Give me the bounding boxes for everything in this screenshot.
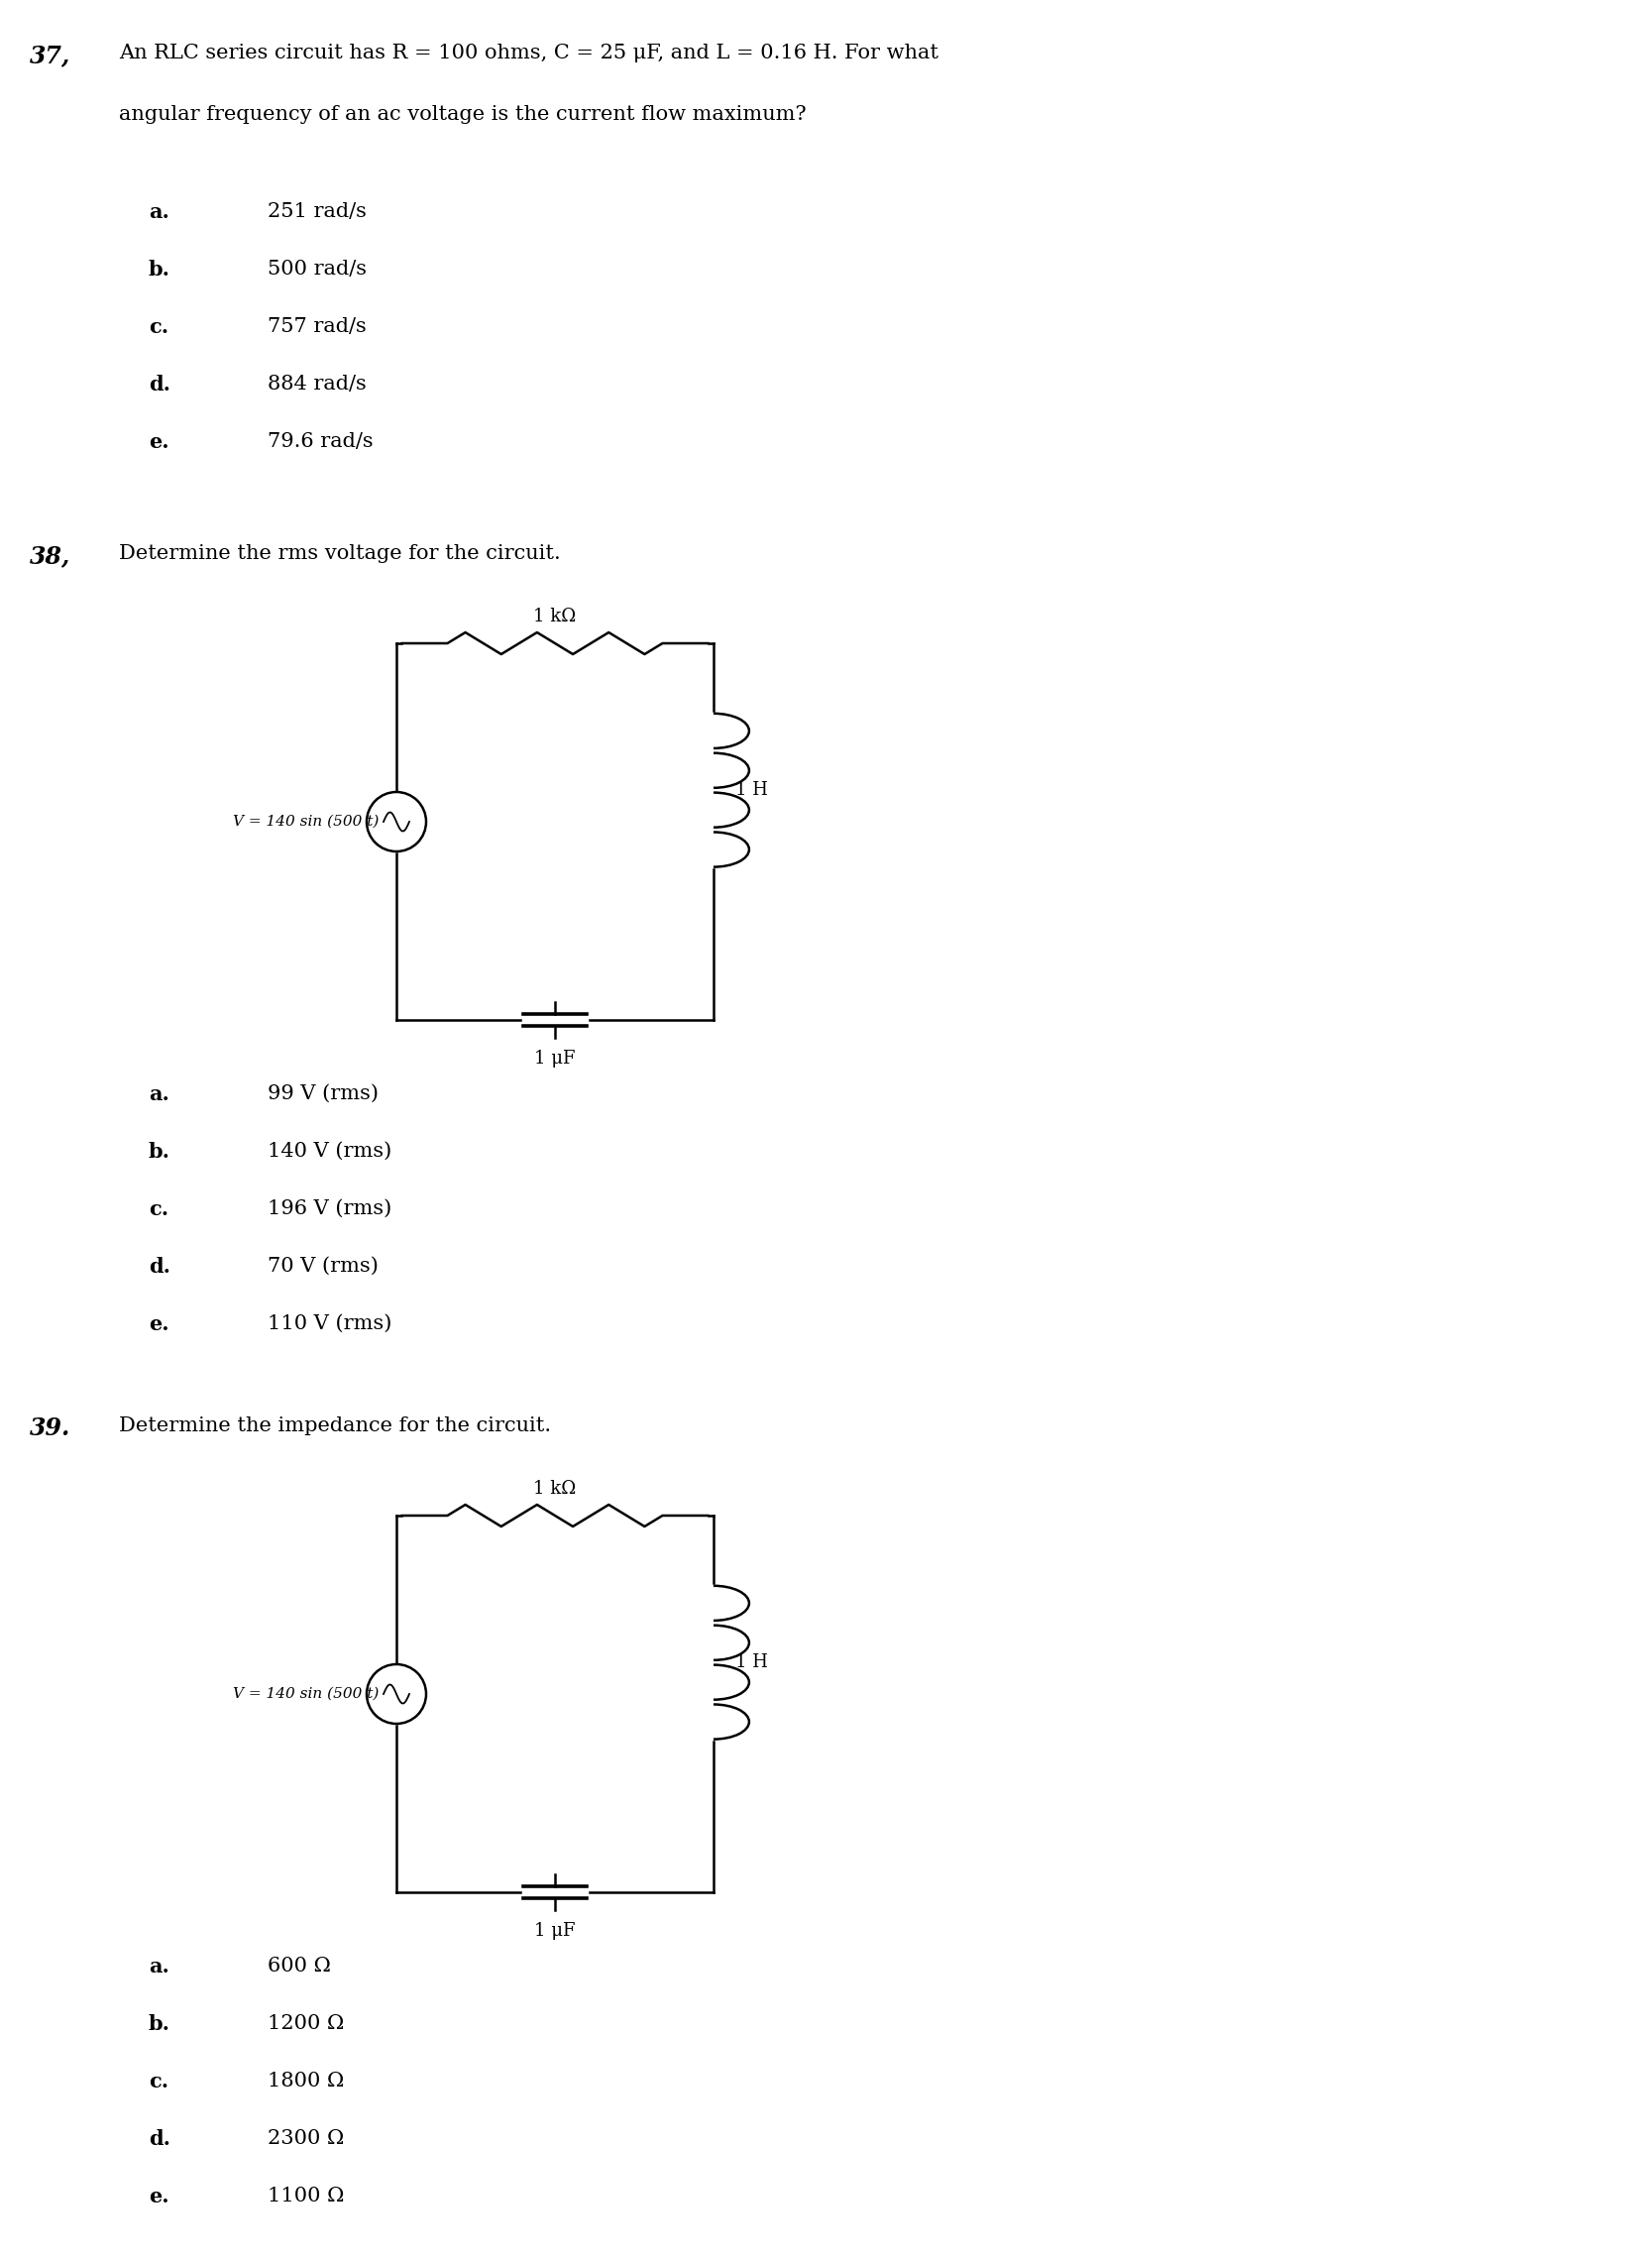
Text: 1 kΩ: 1 kΩ xyxy=(534,608,577,626)
Text: 1 kΩ: 1 kΩ xyxy=(534,1480,577,1498)
Text: c.: c. xyxy=(149,1200,169,1220)
Text: c.: c. xyxy=(149,2072,169,2092)
Text: V = 140 sin (500 t): V = 140 sin (500 t) xyxy=(233,815,378,829)
Text: 1 μF: 1 μF xyxy=(534,1050,575,1069)
Text: 140 V (rms): 140 V (rms) xyxy=(268,1141,392,1161)
Text: 1 μF: 1 μF xyxy=(534,1922,575,1940)
Text: e.: e. xyxy=(149,2187,169,2207)
Text: e.: e. xyxy=(149,1315,169,1335)
Text: d.: d. xyxy=(149,2130,170,2148)
Text: b.: b. xyxy=(149,260,170,280)
Text: 1 H: 1 H xyxy=(735,1654,768,1672)
Text: d.: d. xyxy=(149,375,170,395)
Text: 110 V (rms): 110 V (rms) xyxy=(268,1315,392,1333)
Text: 99 V (rms): 99 V (rms) xyxy=(268,1084,378,1102)
Text: 2300 Ω: 2300 Ω xyxy=(268,2130,344,2148)
Text: b.: b. xyxy=(149,1141,170,1161)
Text: Determine the rms voltage for the circuit.: Determine the rms voltage for the circui… xyxy=(119,544,560,562)
Text: 757 rad/s: 757 rad/s xyxy=(268,316,367,337)
Text: d.: d. xyxy=(149,1256,170,1276)
Text: 884 rad/s: 884 rad/s xyxy=(268,375,367,393)
Text: V = 140 sin (500 t): V = 140 sin (500 t) xyxy=(233,1687,378,1701)
Text: a.: a. xyxy=(149,203,170,221)
Text: 1 H: 1 H xyxy=(735,782,768,800)
Text: An RLC series circuit has R = 100 ohms, C = 25 μF, and L = 0.16 H. For what: An RLC series circuit has R = 100 ohms, … xyxy=(119,43,938,63)
Text: 1800 Ω: 1800 Ω xyxy=(268,2072,344,2090)
Text: 38,: 38, xyxy=(30,544,71,567)
Text: 79.6 rad/s: 79.6 rad/s xyxy=(268,431,373,452)
Text: c.: c. xyxy=(149,316,169,337)
Text: 1100 Ω: 1100 Ω xyxy=(268,2187,344,2205)
Text: 37,: 37, xyxy=(30,43,71,68)
Text: b.: b. xyxy=(149,2015,170,2033)
Text: e.: e. xyxy=(149,431,169,452)
Text: 70 V (rms): 70 V (rms) xyxy=(268,1256,378,1276)
Text: 39.: 39. xyxy=(30,1416,71,1441)
Text: 500 rad/s: 500 rad/s xyxy=(268,260,367,278)
Text: a.: a. xyxy=(149,1956,170,1977)
Text: Determine the impedance for the circuit.: Determine the impedance for the circuit. xyxy=(119,1416,552,1434)
Text: 251 rad/s: 251 rad/s xyxy=(268,203,367,221)
Text: 196 V (rms): 196 V (rms) xyxy=(268,1200,392,1218)
Text: 1200 Ω: 1200 Ω xyxy=(268,2015,344,2033)
Text: a.: a. xyxy=(149,1084,170,1105)
Text: 600 Ω: 600 Ω xyxy=(268,1956,330,1977)
Text: angular frequency of an ac voltage is the current flow maximum?: angular frequency of an ac voltage is th… xyxy=(119,106,806,124)
